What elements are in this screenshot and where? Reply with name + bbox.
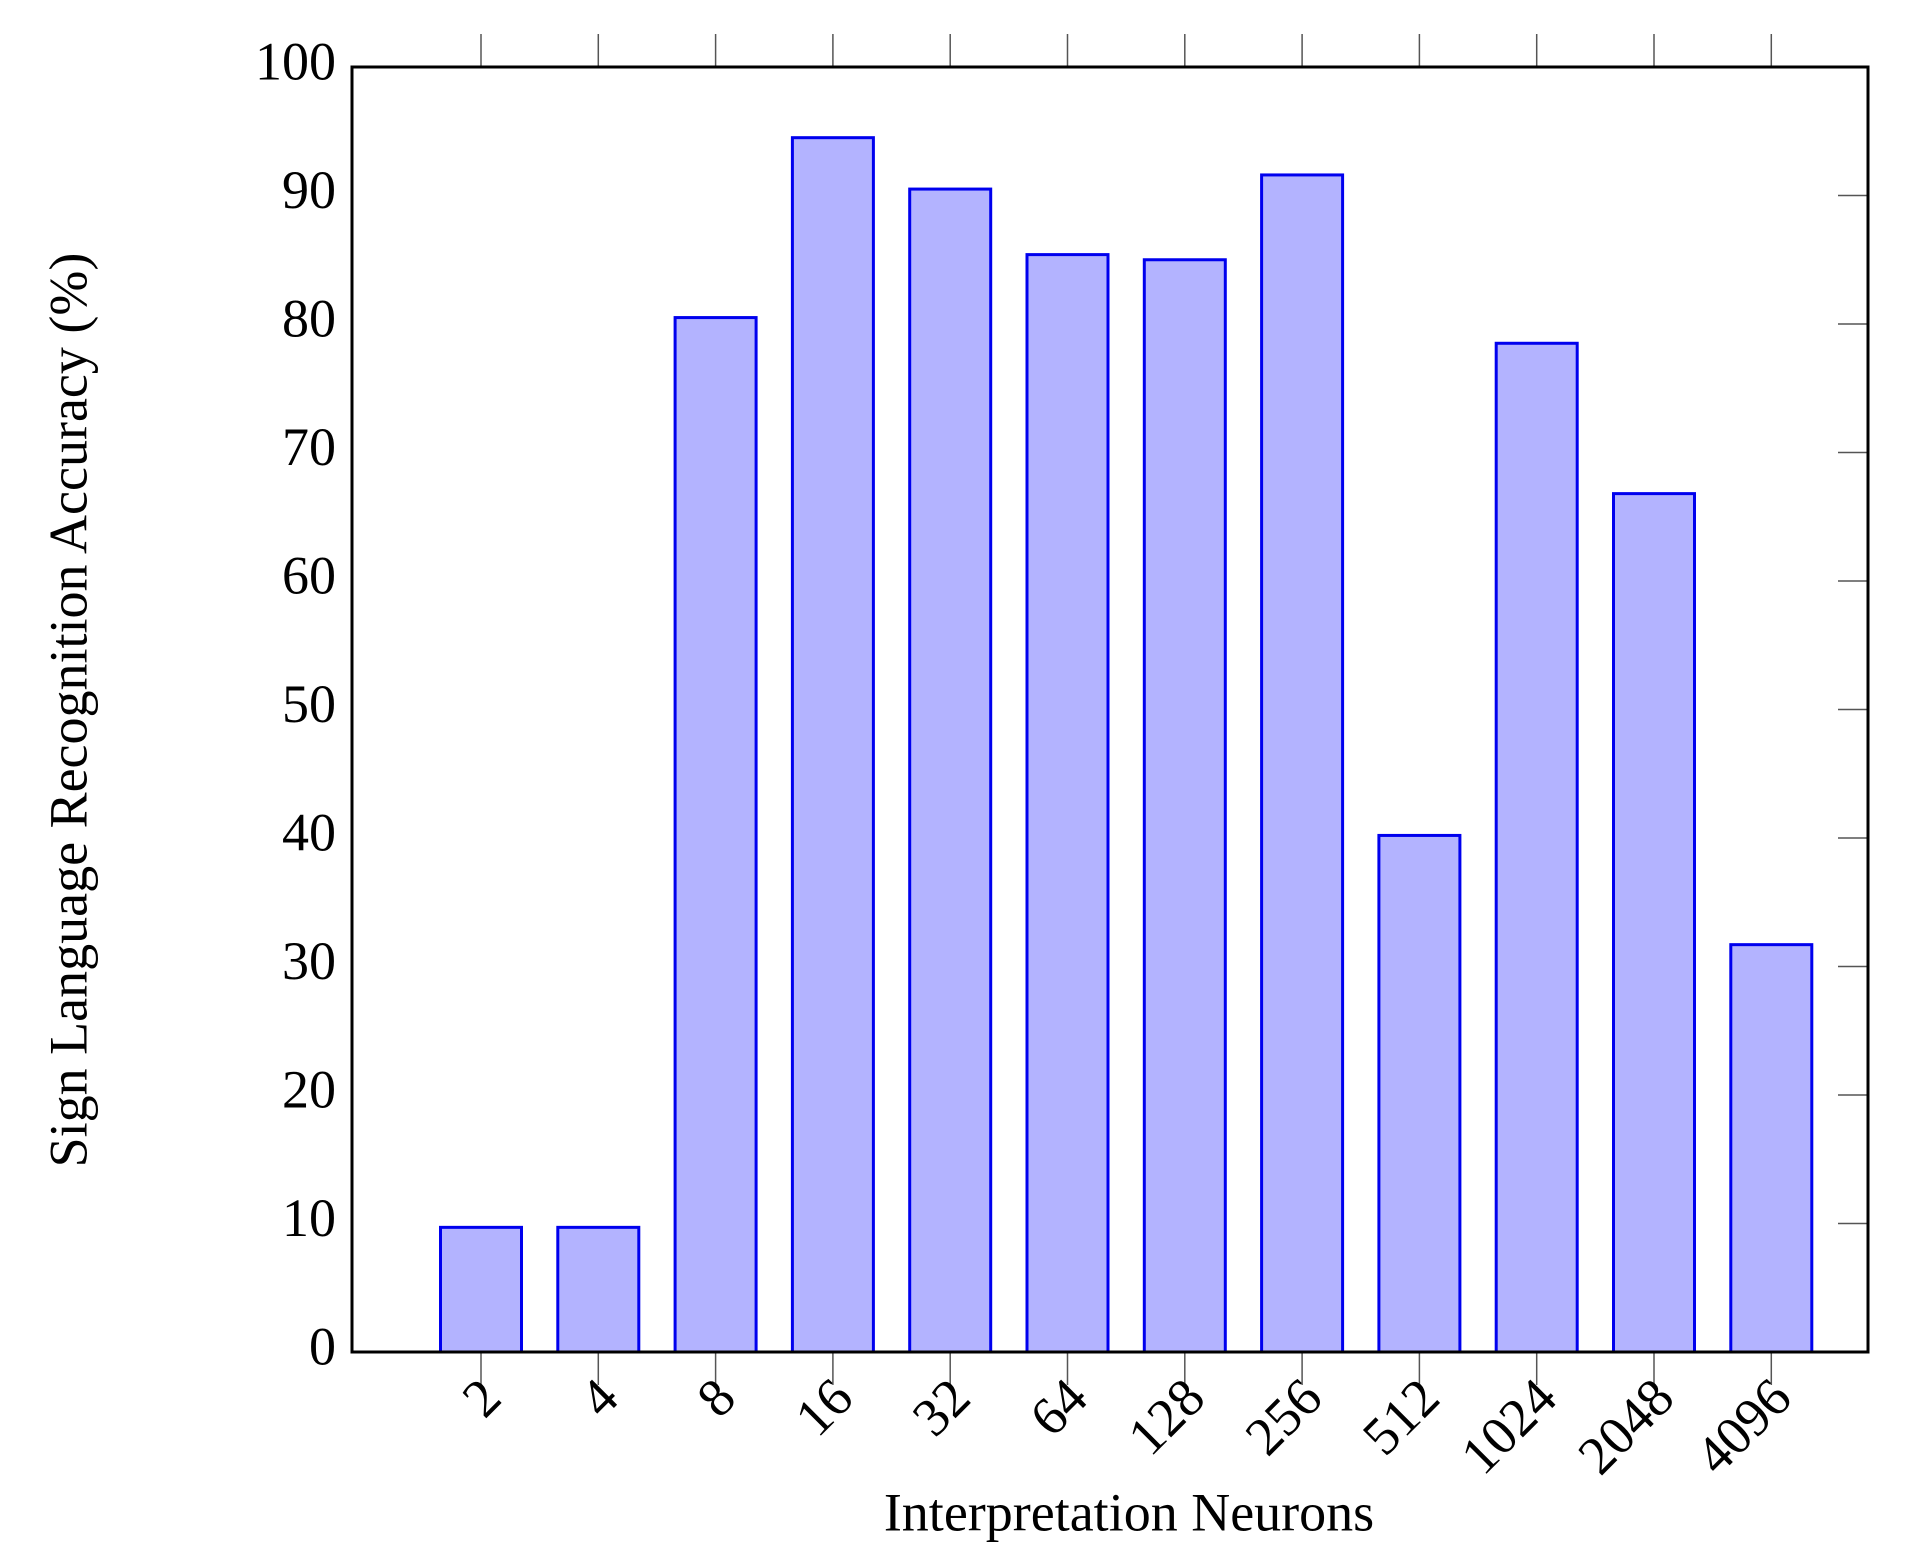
x-tick-label: 2048 xyxy=(1566,1367,1685,1486)
y-axis-label: Sign Language Recognition Accuracy (%) xyxy=(38,253,98,1168)
bar xyxy=(1260,173,1345,1354)
bar xyxy=(1025,253,1110,1354)
bar xyxy=(439,1225,523,1354)
bar xyxy=(908,187,993,1354)
x-axis-label: Interpretation Neurons xyxy=(884,1482,1374,1542)
y-tick-label: 50 xyxy=(282,674,336,734)
x-tick-label: 64 xyxy=(1018,1367,1099,1448)
y-tick-label: 40 xyxy=(282,802,336,862)
x-tick-label: 256 xyxy=(1234,1367,1334,1467)
y-tick-label: 0 xyxy=(309,1316,336,1376)
x-tick-label: 32 xyxy=(901,1367,982,1448)
plot-frame xyxy=(350,65,1870,1354)
x-tick-label: 16 xyxy=(784,1367,865,1448)
y-tick-label: 80 xyxy=(282,288,336,348)
bar xyxy=(556,1225,641,1354)
x-tick-label: 512 xyxy=(1351,1367,1451,1467)
bar xyxy=(1142,258,1227,1354)
bar xyxy=(1729,943,1814,1354)
y-tick-label: 90 xyxy=(282,160,336,220)
bar xyxy=(673,316,758,1354)
y-tick-label: 30 xyxy=(282,931,336,991)
bar xyxy=(1494,341,1579,1354)
bar xyxy=(1377,833,1462,1354)
bar xyxy=(1612,492,1696,1354)
bar xyxy=(790,136,875,1354)
x-tick-label: 4096 xyxy=(1684,1367,1803,1486)
y-tick-label: 10 xyxy=(282,1188,336,1248)
y-tick-label: 100 xyxy=(255,31,336,91)
y-tick-label: 60 xyxy=(282,545,336,605)
x-tick-label: 1024 xyxy=(1449,1367,1568,1486)
y-tick-label: 70 xyxy=(282,417,336,477)
y-tick-label: 20 xyxy=(282,1059,336,1119)
x-tick-label: 128 xyxy=(1116,1367,1216,1467)
